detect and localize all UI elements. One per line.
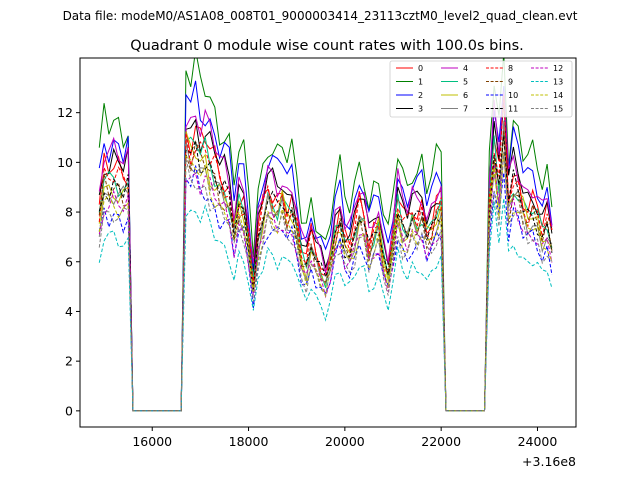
plot-frame bbox=[79, 57, 577, 428]
legend-label-14: 14 bbox=[553, 91, 563, 100]
chart-title: Quadrant 0 module wise count rates with … bbox=[130, 38, 524, 54]
series-line-0 bbox=[98, 93, 553, 412]
series-line-10 bbox=[98, 165, 553, 412]
x-tick-label-22000: 22000 bbox=[421, 434, 461, 449]
y-tick-label-12: 12 bbox=[57, 105, 73, 120]
legend-label-6: 6 bbox=[463, 91, 468, 100]
legend-label-8: 8 bbox=[508, 64, 513, 73]
legend-label-15: 15 bbox=[553, 105, 563, 114]
y-tick-label-0: 0 bbox=[65, 403, 73, 418]
series-line-3 bbox=[98, 101, 553, 412]
legend-label-7: 7 bbox=[463, 105, 468, 114]
y-axis: 0 2 4 6 8 10 12 bbox=[57, 105, 80, 418]
series-line-2 bbox=[98, 80, 553, 412]
legend-label-10: 10 bbox=[508, 91, 518, 100]
x-tick-label-18000: 18000 bbox=[229, 434, 269, 449]
data-file-label: Data file: modeM0/AS1A08_008T01_90000034… bbox=[63, 9, 578, 23]
series-line-14 bbox=[98, 152, 553, 412]
legend-label-0: 0 bbox=[418, 64, 423, 73]
x-tick-label-24000: 24000 bbox=[518, 434, 558, 449]
y-tick-label-4: 4 bbox=[65, 304, 73, 319]
legend-box bbox=[389, 60, 573, 118]
series-line-8 bbox=[98, 95, 553, 412]
legend-label-11: 11 bbox=[508, 105, 518, 114]
y-tick-label-8: 8 bbox=[65, 205, 73, 220]
series-line-4 bbox=[98, 91, 553, 412]
y-tick-label-2: 2 bbox=[65, 354, 73, 369]
x-tick-label-16000: 16000 bbox=[132, 434, 172, 449]
legend-label-1: 1 bbox=[418, 78, 423, 87]
legend-label-9: 9 bbox=[508, 78, 513, 87]
series-line-13 bbox=[98, 198, 553, 412]
y-tick-label-10: 10 bbox=[57, 155, 73, 170]
y-tick-label-6: 6 bbox=[65, 254, 73, 269]
legend-label-5: 5 bbox=[463, 78, 468, 87]
legend-label-3: 3 bbox=[418, 105, 423, 114]
x-axis: 16000 18000 20000 22000 24000 bbox=[132, 427, 557, 449]
legend-label-2: 2 bbox=[418, 91, 423, 100]
legend-label-12: 12 bbox=[553, 64, 563, 73]
legend-label-13: 13 bbox=[553, 78, 563, 87]
legend-label-4: 4 bbox=[463, 64, 468, 73]
x-axis-offset-label: +3.16e8 bbox=[522, 454, 576, 469]
x-tick-label-20000: 20000 bbox=[325, 434, 365, 449]
series-layer bbox=[98, 58, 553, 412]
series-line-15 bbox=[98, 151, 553, 412]
